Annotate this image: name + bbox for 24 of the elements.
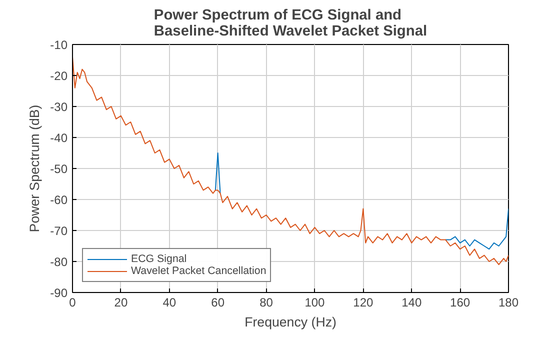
x-tick-label: 60 [211,296,225,310]
x-axis-title: Frequency (Hz) [244,314,336,330]
y-axis-title: Power Spectrum (dB) [27,104,42,232]
x-tick-label: 160 [450,296,470,310]
legend-label: Wavelet Packet Cancellation [131,265,266,277]
y-tick-label: -10 [50,38,68,52]
y-tick-label: -30 [50,100,68,114]
x-tick-label: 0 [69,296,76,310]
y-tick-label: -70 [50,224,68,238]
x-tick-label: 120 [353,296,374,310]
y-tick-label: -80 [50,255,68,269]
y-tick-label: -20 [50,69,68,83]
y-tick-label: -60 [50,193,68,207]
legend-label: ECG Signal [131,253,187,265]
y-tick-label: -90 [50,286,68,300]
x-tick-label: 20 [114,296,128,310]
x-tick-label: 40 [162,296,176,310]
x-tick-label: 100 [304,296,326,310]
x-tick-label: 140 [402,296,422,310]
y-tick-label: -40 [50,131,68,145]
x-tick-label: 80 [260,296,274,310]
chart-title: Power Spectrum of ECG Signal and Baseline-Shifted Wavelet Packet Signal [154,8,428,40]
y-tick-label: -50 [50,162,68,176]
x-tick-label: 180 [498,296,519,310]
